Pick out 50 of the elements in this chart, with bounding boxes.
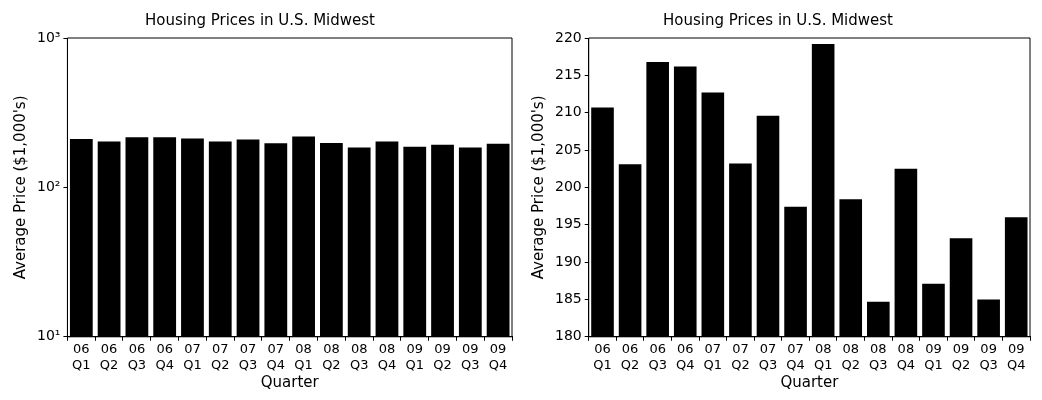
y-tick-label: 10³ [36,28,61,45]
x-tick-label: 09 Q3 [461,340,480,372]
x-tick-label: 06 Q2 [99,340,119,372]
x-tick-label: 09 Q3 [979,340,998,372]
x-tick-label: 08 Q3 [349,340,369,372]
x-tick-label: 09 Q1 [924,340,943,372]
y-axis-title: Average Price ($1,000's) [528,95,547,280]
x-tick-label: 09 Q1 [405,340,425,372]
x-tick-label: 06 Q1 [72,340,91,372]
y-tick-label: 205 [554,140,582,157]
y-tick-label: 10¹ [36,327,61,344]
y-axis-title: Average Price ($1,000's) [10,95,29,280]
x-tick-label: 07 Q3 [238,340,258,372]
x-tick-label: 08 Q2 [841,340,860,372]
x-tick-label: 08 Q4 [377,340,397,372]
x-tick-label: 07 Q4 [266,340,286,372]
x-tick-label: 06 Q1 [593,340,612,372]
chart-title: Housing Prices in U.S. Midwest [145,10,376,29]
x-tick-label: 08 Q4 [896,340,916,372]
y-tick-label: 190 [554,252,582,269]
x-tick-label: 06 Q4 [155,340,174,372]
y-tick-label: 200 [554,178,582,195]
x-tick-label: 08 Q3 [869,340,888,372]
x-tick-label: 07 Q1 [703,340,723,372]
x-tick-label: 08 Q2 [322,340,341,372]
x-tick-label: 06 Q3 [648,340,667,372]
x-tick-label: 07 Q4 [786,340,805,372]
x-tick-label: 09 Q4 [488,340,508,372]
x-tick-label: 08 Q1 [813,340,833,372]
x-tick-label: 07 Q1 [183,340,202,372]
y-tick-label: 180 [554,327,582,344]
x-tick-label: 06 Q4 [675,340,695,372]
x-tick-label: 09 Q2 [433,340,452,372]
x-tick-label: 07 Q2 [210,340,230,372]
x-tick-label: 07 Q2 [731,340,750,372]
x-axis-title: Quarter [780,372,840,391]
chart-title: Housing Prices in U.S. Midwest [663,10,894,29]
y-tick-label: 210 [554,103,582,120]
x-tick-label: 06 Q3 [127,340,147,372]
y-tick-label: 215 [554,65,582,82]
y-tick-label: 185 [554,290,582,307]
x-tick-label: 06 Q2 [620,340,640,372]
y-tick-label: 195 [554,215,582,232]
x-axis-title: Quarter [260,372,320,391]
y-tick-label: 220 [554,28,582,45]
x-tick-label: 09 Q4 [1006,340,1026,372]
x-tick-label: 09 Q2 [951,340,971,372]
y-tick-label: 10² [36,178,61,195]
x-tick-label: 08 Q1 [294,340,313,372]
x-tick-label: 07 Q3 [758,340,778,372]
